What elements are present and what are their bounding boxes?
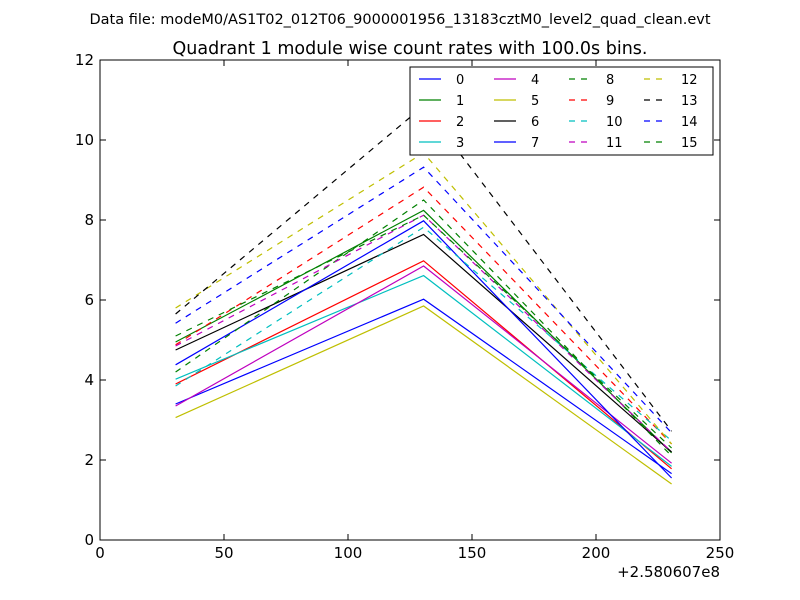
series-line-15 <box>175 214 673 449</box>
legend-label-2: 2 <box>456 115 464 130</box>
legend-label-3: 3 <box>456 136 464 151</box>
y-tick-label: 6 <box>84 291 94 309</box>
y-tick-label: 12 <box>75 51 94 69</box>
series-line-1 <box>175 209 673 454</box>
y-tick-label: 10 <box>75 131 94 149</box>
axes-frame <box>99 59 721 541</box>
figure-suptitle: Data file: modeM0/AS1T02_012T06_90000019… <box>89 12 710 28</box>
y-tick-label: 0 <box>84 531 94 549</box>
series-line-5 <box>175 305 672 485</box>
legend-label-7: 7 <box>531 136 539 151</box>
series-line-10 <box>175 226 672 442</box>
x-axis-offset-label: +2.580607e8 <box>617 563 720 581</box>
legend-label-13: 13 <box>681 94 698 109</box>
series-line-6 <box>175 233 672 453</box>
x-tick-label: 0 <box>95 544 105 562</box>
series-line-14 <box>175 166 673 434</box>
x-tick-label: 150 <box>458 544 487 562</box>
legend-label-15: 15 <box>681 136 698 151</box>
plot-lines <box>175 105 673 485</box>
x-tick-label: 100 <box>334 544 363 562</box>
y-tick-label: 8 <box>84 211 94 229</box>
series-line-11 <box>175 214 673 453</box>
legend-label-5: 5 <box>531 94 539 109</box>
series-line-0 <box>175 298 672 475</box>
series-line-3 <box>175 274 672 467</box>
chart-title: Quadrant 1 module wise count rates with … <box>173 39 648 59</box>
y-tick-label: 4 <box>84 371 94 389</box>
legend-label-1: 1 <box>456 94 464 109</box>
series-line-7 <box>175 220 673 479</box>
legend-label-0: 0 <box>456 73 464 88</box>
x-tick-label: 50 <box>214 544 233 562</box>
legend-label-9: 9 <box>606 94 614 109</box>
legend-label-11: 11 <box>606 136 623 151</box>
legend-label-12: 12 <box>681 73 698 88</box>
legend-box <box>409 66 714 156</box>
series-line-9 <box>175 186 673 445</box>
series-line-8 <box>175 199 673 457</box>
x-tick-label: 250 <box>706 544 735 562</box>
x-tick-label: 200 <box>582 544 611 562</box>
legend-label-4: 4 <box>531 73 539 88</box>
legend-label-8: 8 <box>606 73 614 88</box>
legend-label-6: 6 <box>531 115 539 130</box>
series-line-2 <box>175 260 672 470</box>
legend-label-10: 10 <box>606 115 623 130</box>
legend-label-14: 14 <box>681 115 698 130</box>
series-line-4 <box>175 265 672 464</box>
y-tick-label: 2 <box>84 451 94 469</box>
